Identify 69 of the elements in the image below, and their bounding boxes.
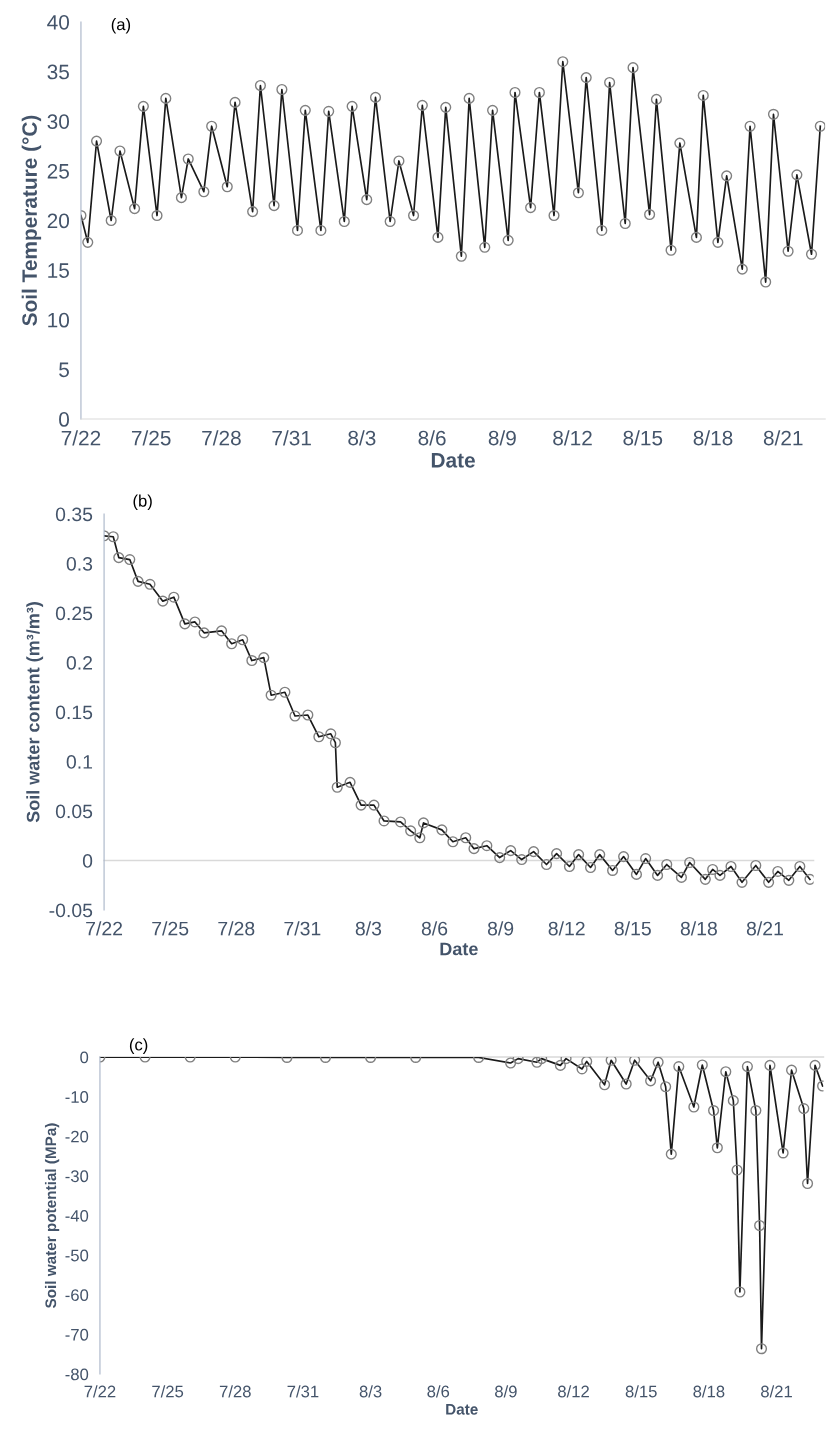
y-tick-label: 0.1 — [66, 755, 93, 769]
x-tick-label: 7/31 — [284, 921, 321, 936]
x-tick-label: 8/12 — [548, 921, 585, 936]
x-tick-label: 8/12 — [558, 1385, 589, 1398]
y-tick-label: -70 — [65, 1328, 89, 1341]
text: (b) — [133, 494, 152, 511]
x-tick-label: 8/6 — [427, 1385, 450, 1398]
x-axis-title: Date — [446, 1404, 478, 1415]
y-axis-title: Soil water content (m³/m³) — [26, 602, 44, 823]
y-tick-label: -0.05 — [49, 903, 93, 918]
y-tick-label: 5 — [59, 362, 69, 378]
y-tick-label: -40 — [65, 1209, 89, 1222]
y-tick-label: 0.05 — [55, 804, 93, 819]
x-tick-label: 7/22 — [84, 1385, 116, 1398]
y-tick-label: 0 — [80, 1051, 89, 1064]
x-tick-label: 8/6 — [418, 430, 446, 446]
x-tick-label: 8/12 — [553, 430, 592, 446]
y-tick-label: 0 — [82, 854, 93, 868]
y-tick-label: -30 — [65, 1170, 89, 1183]
x-tick-label: 8/9 — [487, 921, 514, 936]
text: (c) — [129, 1038, 148, 1054]
x-tick-label: 7/28 — [218, 921, 255, 936]
y-tick-label: 15 — [48, 263, 69, 278]
y-tick-label: 0.35 — [55, 507, 93, 522]
x-tick-label: 7/31 — [287, 1385, 319, 1398]
y-tick-label: 40 — [47, 14, 70, 30]
y-tick-label: -20 — [65, 1130, 89, 1143]
x-tick-label: 8/18 — [693, 430, 733, 446]
y-tick-label: 0.25 — [55, 606, 93, 621]
x-tick-label: 7/28 — [219, 1385, 251, 1398]
y-tick-label: 0.15 — [55, 705, 93, 720]
x-tick-label: 8/3 — [359, 1385, 382, 1398]
x-axis-title: Date — [440, 942, 478, 956]
x-tick-label: 7/25 — [152, 1385, 184, 1398]
y-tick-label: -50 — [65, 1249, 89, 1262]
x-tick-label: 8/21 — [763, 430, 803, 446]
x-tick-label: 8/3 — [355, 921, 382, 936]
x-tick-label: 8/9 — [488, 430, 516, 446]
x-tick-label: 7/31 — [272, 430, 311, 446]
x-tick-label: 8/21 — [746, 921, 783, 936]
x-tick-label: 8/15 — [614, 921, 651, 936]
y-axis-title: Soil Temperature (°C) — [21, 115, 42, 326]
y-tick-label: 20 — [47, 213, 70, 229]
x-tick-label: 8/15 — [625, 1385, 657, 1398]
x-tick-label: 7/22 — [86, 921, 123, 936]
x-tick-label: 8/21 — [761, 1385, 792, 1398]
y-tick-label: 10 — [48, 312, 70, 328]
y-tick-label: 35 — [47, 64, 69, 80]
x-tick-label: 7/25 — [131, 430, 171, 446]
x-tick-label: 8/18 — [680, 921, 717, 936]
annotation: (a) — [111, 18, 131, 34]
x-tick-label: 7/25 — [152, 921, 189, 936]
y-axis-title: Soil water potential (MPa) — [44, 1123, 60, 1309]
x-tick-label: 8/18 — [693, 1385, 725, 1398]
y-tick-label: 25 — [47, 163, 69, 179]
y-tick-label: 0.2 — [66, 656, 92, 670]
x-axis-title: Date — [431, 453, 475, 468]
x-tick-label: 8/15 — [623, 430, 663, 446]
y-tick-label: 0 — [59, 412, 70, 427]
x-tick-label: 8/9 — [495, 1385, 517, 1398]
x-tick-label: 7/28 — [202, 430, 241, 446]
x-tick-label: 8/3 — [348, 430, 376, 446]
x-tick-label: 8/6 — [421, 921, 448, 936]
y-tick-label: -10 — [65, 1091, 89, 1103]
y-tick-label: -80 — [65, 1368, 89, 1381]
y-tick-label: 30 — [47, 114, 70, 129]
y-tick-label: 0.3 — [66, 556, 93, 571]
y-tick-label: -60 — [65, 1289, 89, 1302]
x-tick-label: 7/22 — [61, 430, 101, 446]
